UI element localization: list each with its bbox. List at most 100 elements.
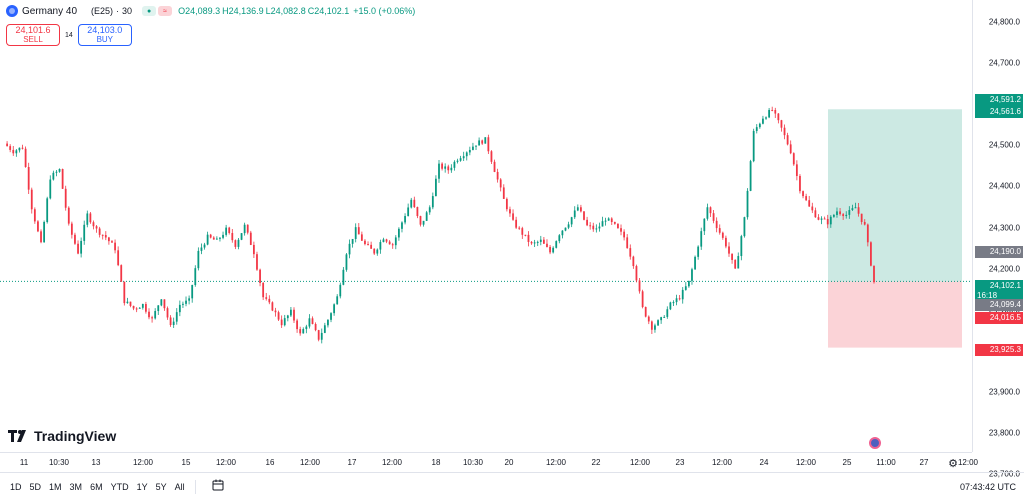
settings-gear-icon[interactable]: ⚙ bbox=[948, 458, 958, 470]
candle-body bbox=[252, 244, 255, 255]
take-profit-zone bbox=[828, 109, 962, 282]
candle-body bbox=[654, 325, 656, 330]
time-tick-label: 12:00 bbox=[629, 458, 651, 467]
candle-body bbox=[749, 161, 752, 191]
candle-body bbox=[354, 227, 357, 239]
candle-body bbox=[666, 309, 669, 317]
range-button-5d[interactable]: 5D bbox=[29, 481, 42, 492]
candle-body bbox=[441, 163, 443, 169]
candle-body bbox=[496, 171, 499, 180]
candle-body bbox=[64, 188, 67, 208]
candle-body bbox=[169, 317, 172, 326]
utc-clock[interactable]: 07:43:42 UTC bbox=[959, 482, 1016, 492]
candle-body bbox=[74, 234, 76, 244]
candle-body bbox=[777, 113, 780, 121]
candle-body bbox=[83, 224, 86, 241]
candle-body bbox=[249, 232, 252, 245]
range-button-1d[interactable]: 1D bbox=[10, 481, 22, 492]
candle-body bbox=[323, 325, 326, 333]
time-tick-label: 24 bbox=[759, 458, 769, 467]
candle-body bbox=[490, 151, 493, 162]
candle-body bbox=[77, 243, 79, 254]
range-button-1m[interactable]: 1M bbox=[49, 481, 62, 492]
candle-body bbox=[360, 234, 363, 241]
candle-body bbox=[151, 317, 153, 319]
bar-countdown: 16:18 bbox=[977, 291, 998, 300]
candle-body bbox=[604, 220, 607, 222]
candle-body bbox=[598, 226, 601, 229]
time-tick-label: 20 bbox=[504, 458, 514, 467]
candle-body bbox=[209, 234, 212, 238]
price-tick-label: 24,200.0 bbox=[988, 264, 1020, 274]
candle-body bbox=[166, 308, 169, 318]
price-tick-label: 23,700.0 bbox=[988, 469, 1020, 479]
candle-body bbox=[845, 214, 848, 217]
symbol-name[interactable]: Germany 40 bbox=[22, 5, 78, 17]
candle-body bbox=[783, 127, 786, 136]
candle-body bbox=[120, 265, 123, 282]
price-chart[interactable] bbox=[0, 0, 972, 452]
time-tick-label: 12:00 bbox=[132, 458, 154, 467]
symbol-legend: Germany 40 (E25) · 30 ● ≈ O24,089.3 H24,… bbox=[6, 5, 415, 17]
candle-body bbox=[271, 302, 274, 311]
candle-body bbox=[678, 298, 681, 300]
candle-body bbox=[752, 130, 755, 162]
candle-body bbox=[700, 231, 703, 247]
events-indicator-icon[interactable] bbox=[869, 437, 881, 449]
time-axis[interactable]: 11 10:30 13 12:00 15 12:00 16 12:00 17 12:00 18 10:… bbox=[0, 452, 978, 472]
interval-label[interactable]: 30 bbox=[122, 6, 133, 16]
range-button-5y[interactable]: 5Y bbox=[155, 481, 167, 492]
candle-body bbox=[123, 281, 126, 304]
candle-body bbox=[459, 158, 462, 161]
sell-button[interactable]: 24,101.6 SELL bbox=[6, 24, 60, 46]
candle-body bbox=[650, 321, 653, 330]
candle-body bbox=[438, 163, 440, 179]
time-tick-label: 22 bbox=[591, 458, 601, 467]
symbol-logo-icon bbox=[6, 5, 18, 17]
candle-body bbox=[527, 234, 530, 242]
candle-body bbox=[811, 206, 814, 211]
candle-body bbox=[468, 149, 471, 153]
candle-body bbox=[697, 246, 700, 257]
candle-body bbox=[141, 304, 144, 308]
range-button-1y[interactable]: 1Y bbox=[136, 481, 148, 492]
candle-body bbox=[817, 217, 820, 220]
candle-body bbox=[27, 166, 30, 190]
market-status[interactable]: ● ≈ bbox=[142, 6, 174, 16]
candle-body bbox=[274, 310, 277, 313]
candle-body bbox=[342, 269, 345, 285]
chart-pane[interactable]: Germany 40 (E25) · 30 ● ≈ O24,089.3 H24,… bbox=[0, 0, 972, 452]
time-tick-label: 10:30 bbox=[48, 458, 70, 467]
candle-body bbox=[706, 207, 709, 219]
range-button-3m[interactable]: 3M bbox=[69, 481, 83, 492]
candle-body bbox=[681, 289, 684, 300]
candle-body bbox=[564, 227, 567, 231]
candle-body bbox=[786, 135, 789, 145]
candle-body bbox=[675, 298, 678, 303]
candle-body bbox=[857, 207, 860, 214]
candle-body bbox=[465, 152, 468, 157]
candle-body bbox=[703, 218, 706, 232]
ohlc-high: H24,136.9 bbox=[222, 6, 264, 16]
price-axis[interactable]: 24,800.024,700.024,600.024,500.024,400.0… bbox=[972, 0, 1024, 479]
candle-body bbox=[419, 216, 422, 225]
candle-body bbox=[92, 222, 95, 227]
candle-body bbox=[524, 234, 527, 236]
buy-button[interactable]: 24,103.0 BUY bbox=[77, 24, 132, 46]
time-tick-label: 12:00 bbox=[711, 458, 733, 467]
candle-body bbox=[222, 234, 224, 238]
range-button-ytd[interactable]: YTD bbox=[110, 481, 129, 492]
candle-body bbox=[394, 237, 397, 246]
candle-body bbox=[694, 256, 696, 270]
candle-body bbox=[422, 220, 425, 225]
range-button-6m[interactable]: 6M bbox=[90, 481, 103, 492]
range-button-all[interactable]: All bbox=[174, 481, 185, 492]
candle-body bbox=[629, 248, 632, 257]
candle-body bbox=[55, 171, 58, 173]
contract-label: (E25) bbox=[91, 6, 114, 16]
tradingview-logo[interactable]: TradingView bbox=[8, 428, 116, 444]
candle-body bbox=[246, 224, 249, 233]
price-tick-label: 24,300.0 bbox=[988, 223, 1020, 232]
date-range-calendar-icon[interactable] bbox=[212, 479, 224, 494]
ohlc-open: O24,089.3 bbox=[178, 6, 221, 16]
